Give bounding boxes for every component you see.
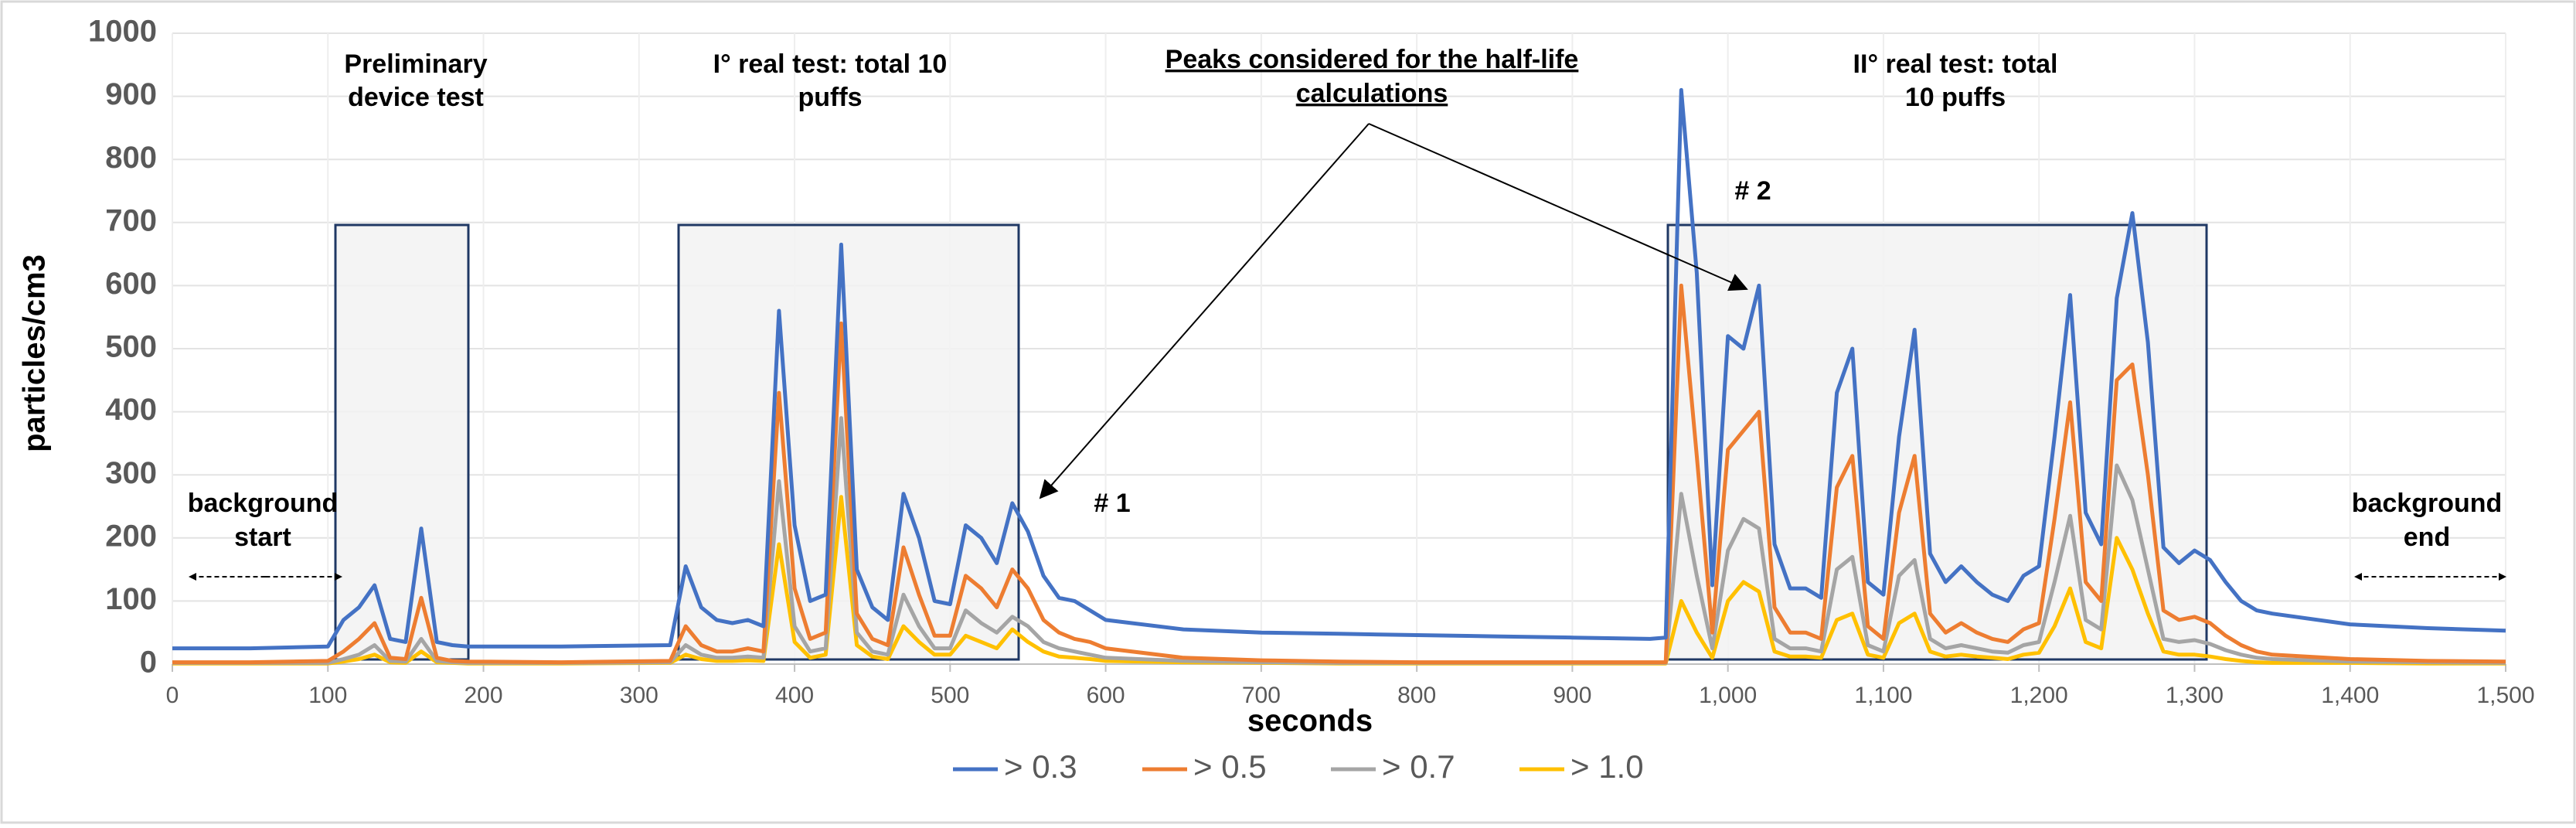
x-tick-label: 1,200 (2010, 683, 2068, 708)
annotation: puffs (798, 83, 862, 112)
x-tick-label: 0 (166, 683, 179, 708)
annotation: # 2 (1734, 176, 1771, 206)
x-tick-label: 400 (775, 683, 814, 708)
x-tick-label: 1,300 (2166, 683, 2224, 708)
x-tick-label: 200 (464, 683, 503, 708)
y-tick-label: 100 (105, 582, 157, 616)
annotation-box (1666, 223, 2208, 661)
annotation: background (2352, 489, 2503, 518)
y-axis-label: particles/cm3 (18, 254, 52, 452)
x-tick-label: 600 (1087, 683, 1125, 708)
y-tick-label: 700 (105, 203, 157, 237)
x-tick-label: 1,000 (1699, 683, 1757, 708)
annotation-box (334, 223, 470, 661)
x-tick-label: 800 (1397, 683, 1436, 708)
y-tick-label: 400 (105, 393, 157, 427)
x-tick-label: 1,400 (2321, 683, 2379, 708)
x-tick-label: 700 (1242, 683, 1281, 708)
legend-label: > 1.0 (1570, 748, 1644, 785)
x-axis-label: seconds (1247, 704, 1373, 738)
y-tick-label: 800 (105, 141, 157, 175)
series-line (172, 87, 2506, 651)
y-tick-label: 1000 (88, 15, 157, 49)
y-tick-label: 200 (105, 519, 157, 553)
annotation: 10 puffs (1905, 83, 2006, 112)
y-tick-label: 600 (105, 267, 157, 301)
arrow (1368, 123, 1748, 291)
x-tick-label: 900 (1553, 683, 1591, 708)
annotation: Peaks considered for the half-life (1165, 45, 1579, 74)
legend-label: > 0.5 (1193, 748, 1267, 785)
y-tick-label: 0 (140, 646, 157, 680)
annotation: Preliminary (344, 49, 487, 79)
x-tick-label: 300 (620, 683, 658, 708)
x-tick-label: 1,500 (2476, 683, 2534, 708)
legend-label: > 0.7 (1382, 748, 1455, 785)
x-tick-label: 1,100 (1854, 683, 1912, 708)
x-tick-label: 100 (308, 683, 347, 708)
x-tick-label: 500 (931, 683, 969, 708)
y-tick-label: 900 (105, 77, 157, 111)
series-line (172, 283, 2506, 665)
y-tick-label: 300 (105, 456, 157, 490)
y-tick-label: 500 (105, 330, 157, 364)
annotation: # 1 (1094, 489, 1130, 518)
annotation: end (2404, 523, 2450, 552)
legend-label: > 0.3 (1004, 748, 1077, 785)
annotation: device test (348, 83, 484, 112)
annotation: start (234, 523, 291, 552)
annotation: background (188, 489, 339, 518)
annotation: II° real test: total (1853, 49, 2058, 79)
arrow (1039, 123, 1370, 499)
annotation: calculations (1296, 79, 1448, 108)
annotation: I° real test: total 10 (713, 49, 948, 79)
